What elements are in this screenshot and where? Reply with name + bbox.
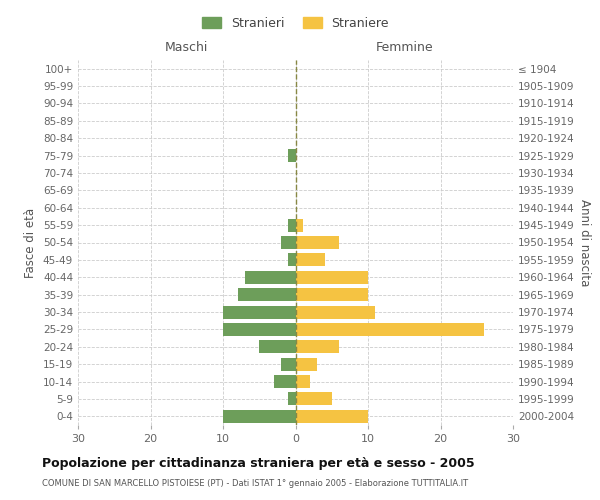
Bar	[259, 340, 296, 353]
Y-axis label: Anni di nascita: Anni di nascita	[578, 199, 591, 286]
Bar	[223, 410, 296, 423]
Bar	[296, 270, 368, 284]
Bar	[288, 149, 296, 162]
Bar	[296, 323, 484, 336]
Text: Maschi: Maschi	[165, 41, 208, 54]
Bar	[296, 410, 368, 423]
Bar	[288, 392, 296, 406]
Bar	[288, 254, 296, 266]
Bar	[296, 288, 368, 301]
Bar	[274, 375, 296, 388]
Bar	[296, 254, 325, 266]
Y-axis label: Fasce di età: Fasce di età	[25, 208, 37, 278]
Bar	[281, 236, 296, 249]
Bar	[288, 218, 296, 232]
Bar	[296, 375, 310, 388]
Bar	[296, 236, 339, 249]
Bar	[245, 270, 296, 284]
Bar	[296, 218, 303, 232]
Bar	[223, 306, 296, 318]
Bar	[223, 323, 296, 336]
Text: COMUNE DI SAN MARCELLO PISTOIESE (PT) - Dati ISTAT 1° gennaio 2005 - Elaborazion: COMUNE DI SAN MARCELLO PISTOIESE (PT) - …	[42, 479, 468, 488]
Bar	[296, 392, 332, 406]
Text: Popolazione per cittadinanza straniera per età e sesso - 2005: Popolazione per cittadinanza straniera p…	[42, 458, 475, 470]
Bar	[296, 340, 339, 353]
Bar	[296, 358, 317, 370]
Bar	[238, 288, 296, 301]
Bar	[281, 358, 296, 370]
Bar	[296, 306, 375, 318]
Text: Femmine: Femmine	[376, 41, 433, 54]
Legend: Stranieri, Straniere: Stranieri, Straniere	[197, 12, 394, 34]
